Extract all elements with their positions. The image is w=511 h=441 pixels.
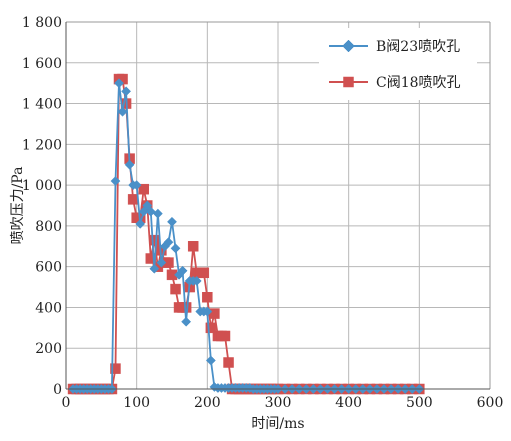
data-point [223, 357, 234, 368]
y-tick-label: 0 [53, 382, 62, 398]
data-point [124, 159, 135, 170]
data-point [167, 216, 177, 227]
legend-background [319, 28, 477, 100]
y-axis-title: 喷吹压力/Pa [10, 167, 26, 245]
data-point [191, 275, 202, 286]
y-tick-label: 1 000 [22, 178, 62, 194]
x-tick-label: 500 [406, 395, 433, 411]
data-point [156, 257, 167, 268]
legend-swatch-marker [343, 76, 354, 88]
data-point [181, 316, 192, 327]
data-point [170, 243, 181, 254]
data-point [117, 106, 128, 117]
data-point [110, 176, 121, 186]
data-point [138, 206, 149, 217]
data-point [205, 355, 216, 366]
legend-label: B阀23喷吹孔 [376, 39, 460, 55]
legend-item: B阀23喷吹孔 [329, 39, 460, 55]
data-point [205, 322, 217, 334]
legend: B阀23喷吹孔 C阀18喷吹孔 [319, 28, 477, 100]
x-tick-label: 100 [123, 395, 150, 411]
y-tick-label: 1 400 [22, 97, 62, 113]
y-tick-label: 800 [35, 219, 62, 235]
data-point [152, 208, 163, 219]
data-point [202, 292, 213, 303]
data-point [131, 180, 142, 191]
data-point [177, 265, 188, 276]
data-point [198, 267, 210, 279]
data-point [110, 363, 121, 374]
data-point [163, 237, 174, 248]
legend-swatch-marker [342, 39, 355, 53]
x-axis-title: 时间/ms [251, 416, 304, 432]
x-tick-label: 400 [335, 395, 362, 411]
axes: 0 200 400 600 800 1 000 1 200 1 400 1 600 1 800 0 1… [22, 15, 503, 411]
y-tick-label: 400 [35, 300, 62, 316]
x-tick-label: 600 [477, 395, 504, 411]
data-point [219, 330, 231, 342]
data-point [127, 194, 139, 205]
y-tick-label: 1 800 [22, 15, 62, 31]
data-point [202, 306, 213, 317]
y-tick-label: 200 [35, 341, 62, 357]
data-point [135, 218, 146, 229]
data-point [114, 78, 124, 89]
data-point [149, 263, 160, 274]
y-tick-label: 600 [35, 260, 62, 276]
data-point [209, 308, 220, 319]
data-point [121, 86, 132, 97]
data-point [138, 183, 149, 195]
data-point [149, 234, 160, 246]
x-tick-label: 0 [62, 395, 71, 411]
data-point [142, 200, 153, 211]
y-tick-label: 1 600 [22, 56, 62, 72]
data-point [145, 206, 156, 217]
y-tick-label: 1 200 [22, 137, 62, 153]
data-point [170, 283, 181, 295]
legend-item: C阀18喷吹孔 [329, 75, 461, 91]
legend-label: C阀18喷吹孔 [376, 75, 461, 91]
x-tick-label: 300 [265, 395, 292, 411]
x-tick-label: 200 [194, 395, 221, 411]
data-point [187, 241, 199, 252]
